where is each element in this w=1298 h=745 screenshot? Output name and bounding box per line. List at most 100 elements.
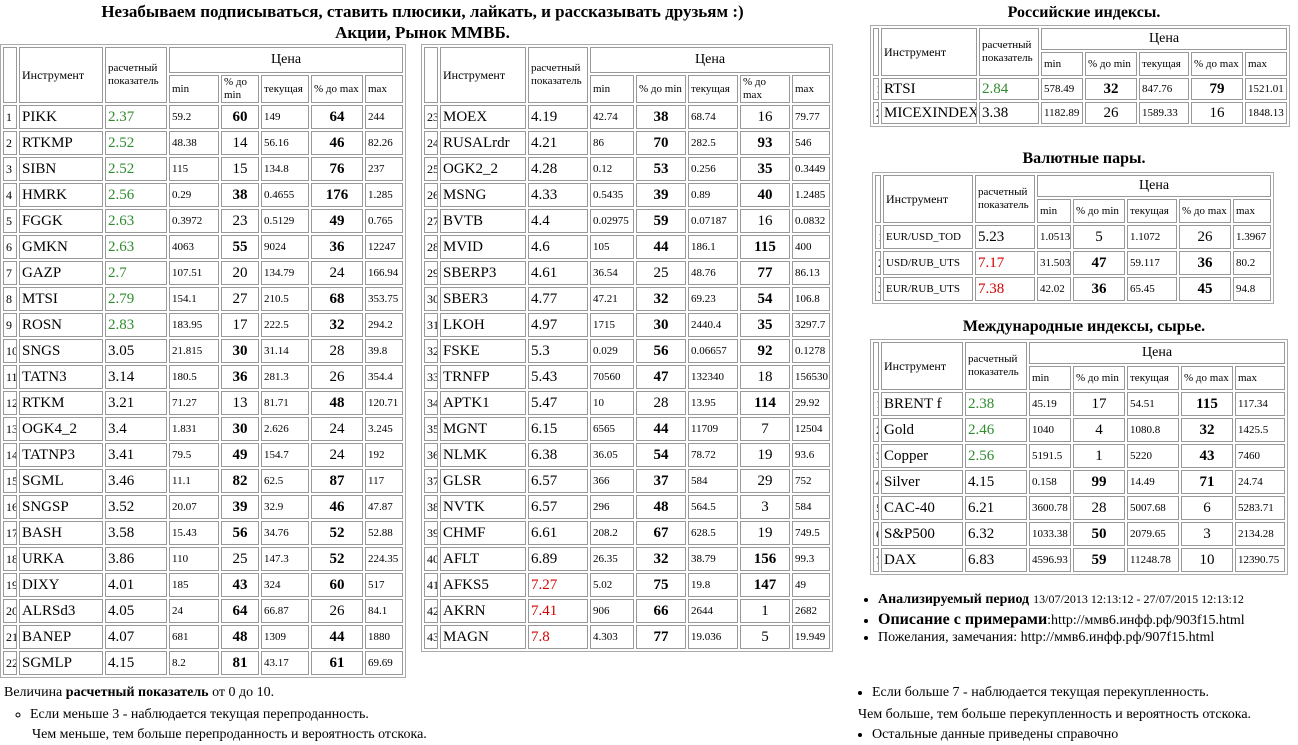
cell: 7.38 — [975, 277, 1035, 301]
cell: 1848.13 — [1245, 102, 1288, 124]
header-cell: min — [590, 75, 634, 103]
cell: 154.1 — [169, 287, 219, 311]
cell: 2 — [873, 102, 879, 124]
cell: 31 — [424, 313, 438, 337]
data-table: Инструмент расчетный показатель Цена min% д… — [872, 172, 1275, 304]
cell: 0.0832 — [792, 209, 831, 233]
header-cell: % до min — [221, 75, 259, 103]
header-cell: % до max — [1191, 52, 1243, 76]
cell: 3.58 — [105, 521, 167, 545]
cell: 71 — [1181, 470, 1233, 494]
legend-line: Чем меньше, тем больше перепроданность и… — [32, 727, 427, 742]
cell: 2644 — [688, 599, 738, 623]
cell: 17 — [3, 521, 17, 545]
cell: 34.76 — [261, 521, 309, 545]
cell: FGGK — [19, 209, 103, 233]
cell: 2.63 — [105, 235, 167, 259]
cell: 7.8 — [528, 625, 588, 649]
cell: 24 — [311, 417, 363, 441]
cell: 82 — [221, 469, 259, 493]
cell: 0.89 — [688, 183, 738, 207]
cell: 208.2 — [590, 521, 634, 545]
cell: 52 — [311, 521, 363, 545]
cell: 1715 — [590, 313, 634, 337]
cell: 628.5 — [688, 521, 738, 545]
cell: 61 — [311, 651, 363, 675]
cell: 60 — [221, 105, 259, 129]
cell: 7460 — [1235, 444, 1286, 468]
data-row: 16 SNGSP 3.52 20.07 39 32.9 46 47.87 — [3, 495, 404, 519]
cell: 46 — [311, 495, 363, 519]
cell: DAX — [881, 548, 963, 572]
cell: 1425.5 — [1235, 418, 1286, 442]
cell: 4.61 — [528, 261, 588, 285]
cell: 92 — [740, 339, 790, 363]
cell: 8.2 — [169, 651, 219, 675]
cell: 2.56 — [105, 183, 167, 207]
cell: 14.49 — [1127, 470, 1179, 494]
cell: 77 — [636, 625, 686, 649]
cell: 59.2 — [169, 105, 219, 129]
cell: 93 — [740, 131, 790, 155]
cell: 5 — [873, 496, 879, 520]
header-cell: min — [169, 75, 219, 103]
data-row: 19 DIXY 4.01 185 43 324 60 517 — [3, 573, 404, 597]
cell: 1.831 — [169, 417, 219, 441]
cell: MVID — [440, 235, 526, 259]
data-row: 9 ROSN 2.83 183.95 17 222.5 32 294.2 — [3, 313, 404, 337]
cell: 3 — [875, 277, 881, 301]
cell: 3600.78 — [1029, 496, 1071, 520]
cell: 76 — [311, 157, 363, 181]
cell: 69.69 — [365, 651, 404, 675]
cell: 5.02 — [590, 573, 634, 597]
data-table: Инструмент расчетный показатель Цена min% д… — [421, 44, 834, 652]
cell: 1182.89 — [1041, 102, 1083, 124]
cell: 40 — [740, 183, 790, 207]
cell: 64 — [311, 105, 363, 129]
header-cell: max — [1235, 366, 1286, 390]
cell: 244 — [365, 105, 404, 129]
cell: 3 — [3, 157, 17, 181]
cell: 12 — [3, 391, 17, 415]
cell: OGK4_2 — [19, 417, 103, 441]
cell: 154.7 — [261, 443, 309, 467]
cell: 2.63 — [105, 209, 167, 233]
page-title: Незабываем подписываться, ставить плюсик… — [101, 2, 744, 21]
cell: 106.8 — [792, 287, 831, 311]
data-row: 36 NLMK 6.38 36.05 54 78.72 19 93.6 — [424, 443, 831, 467]
cell: 26.35 — [590, 547, 634, 571]
cell: 31.14 — [261, 339, 309, 363]
cell: 0.07187 — [688, 209, 738, 233]
cell: 30 — [221, 339, 259, 363]
cell: 4.07 — [105, 625, 167, 649]
header-cell: % до max — [311, 75, 363, 103]
cell: 81 — [221, 651, 259, 675]
cell: 584 — [688, 469, 738, 493]
cell: 47.87 — [365, 495, 404, 519]
note-text: 13/07/2013 12:13:12 - 27/07/2015 12:13:1… — [1033, 592, 1244, 606]
cell: 52 — [311, 547, 363, 571]
cell: OGK2_2 — [440, 157, 526, 181]
cell: 70560 — [590, 365, 634, 389]
cell: 2.7 — [105, 261, 167, 285]
table-body: Инструмент расчетный показатель Цена min% д… — [873, 28, 1288, 124]
data-row: 14 TATNP3 3.41 79.5 49 154.7 24 192 — [3, 443, 404, 467]
cell: 32.9 — [261, 495, 309, 519]
data-table: Инструмент расчетный показатель Цена min% д… — [870, 339, 1289, 575]
cell: 22 — [3, 651, 17, 675]
cell: 81.71 — [261, 391, 309, 415]
cell: 4.97 — [528, 313, 588, 337]
cell: 105 — [590, 235, 634, 259]
cell: 78.72 — [688, 443, 738, 467]
cell: 32 — [1085, 78, 1137, 100]
data-row: 17 BASH 3.58 15.43 56 34.76 52 52.88 — [3, 521, 404, 545]
cell: 117.34 — [1235, 392, 1286, 416]
cell: 64 — [221, 599, 259, 623]
cell: 62.5 — [261, 469, 309, 493]
data-row: 40 AFLT 6.89 26.35 32 38.79 156 99.3 — [424, 547, 831, 571]
cell: 43 — [221, 573, 259, 597]
